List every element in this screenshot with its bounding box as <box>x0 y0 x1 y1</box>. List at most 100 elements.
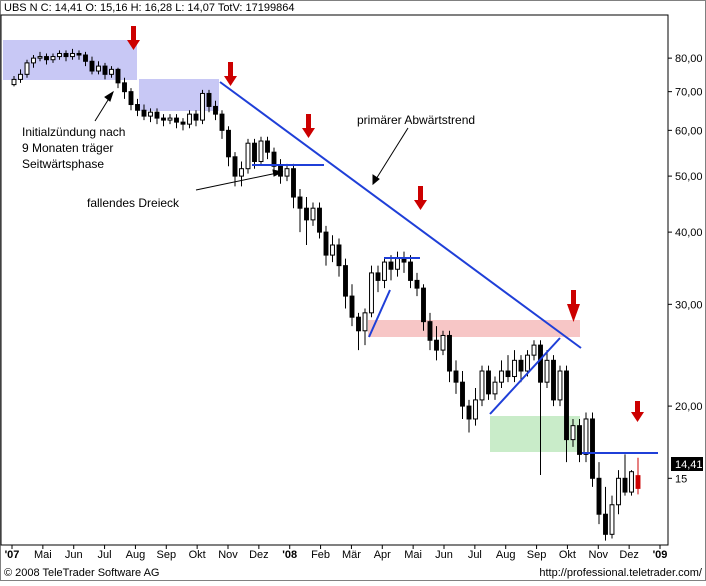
candle-up <box>11 78 17 86</box>
y-tick-label: 40,00 <box>675 227 703 239</box>
candle-down <box>213 105 218 115</box>
candle-down <box>460 381 465 407</box>
candle-down <box>102 65 108 75</box>
candle-up <box>50 56 56 61</box>
x-tick-label: Apr <box>374 549 391 561</box>
candle-down <box>466 405 472 420</box>
red-arrows <box>127 26 644 422</box>
candle-down <box>427 321 433 341</box>
x-tick-label: Aug <box>496 549 516 561</box>
candle-down <box>356 316 361 332</box>
candle-up <box>200 92 205 121</box>
candle-down <box>135 104 140 111</box>
candle-down <box>577 425 582 455</box>
candle-up <box>557 370 563 401</box>
x-axis: '07 Mai Jun Jul Aug Sep Okt Nov Dez '08 Feb Mär Apr M… <box>5 545 668 561</box>
x-tick-label: '09 <box>653 549 668 561</box>
candle-up <box>499 370 504 383</box>
candle-up <box>362 312 368 332</box>
candle-down <box>564 370 569 441</box>
candle-up <box>18 73 23 80</box>
candle-up <box>479 370 485 401</box>
candle-up <box>473 399 478 420</box>
candle-down <box>388 261 394 270</box>
candle-up <box>531 344 537 356</box>
candle-down <box>486 370 491 395</box>
candle-down <box>219 113 225 131</box>
x-tick-label: Jun <box>435 549 453 561</box>
candle-up <box>187 113 192 125</box>
annotation-triangle: fallendes Dreieck <box>87 196 180 210</box>
candle-up <box>24 62 30 75</box>
candles-group <box>11 48 641 541</box>
candle-up <box>245 142 251 170</box>
candle-down <box>83 54 88 62</box>
y-axis: 80,00 70,00 60,00 50,00 40,00 30,00 20,00 15 <box>668 53 703 485</box>
candle-down <box>122 82 127 93</box>
candle-up <box>512 359 517 378</box>
red-arrow-icon <box>631 401 644 422</box>
x-tick-label: Jul <box>98 549 112 561</box>
x-tick-label: Okt <box>189 549 206 561</box>
candle-down <box>414 279 420 289</box>
candle-down <box>635 475 641 489</box>
primary-downtrend-line <box>219 81 582 349</box>
candle-down <box>505 370 511 378</box>
candle-down <box>590 418 595 479</box>
candle-down <box>141 109 147 117</box>
candle-up <box>616 477 621 506</box>
candle-down <box>180 121 186 125</box>
last-price-label: 14,41 <box>675 459 703 471</box>
red-arrow-icon <box>127 26 140 50</box>
candle-up <box>382 261 387 281</box>
candle-up <box>148 111 153 117</box>
candle-up <box>109 68 114 75</box>
annotation-initial-1: Initialzündung nach <box>22 125 125 139</box>
candle-up <box>440 334 446 351</box>
rising-channel-line <box>489 337 561 415</box>
candle-down <box>596 477 602 515</box>
candle-down <box>323 231 329 256</box>
candle-up <box>258 140 264 162</box>
candle-up <box>37 56 43 59</box>
candle-up <box>570 425 576 441</box>
candle-down <box>434 339 439 351</box>
candle-down <box>115 68 121 84</box>
candle-down <box>453 370 459 383</box>
x-tick-label: Dez <box>249 549 269 561</box>
candle-up <box>330 244 335 256</box>
pointer-head <box>104 90 114 102</box>
candle-up <box>96 65 101 72</box>
x-tick-label: Okt <box>559 549 576 561</box>
triangle-rise-line <box>368 289 391 338</box>
candle-up <box>525 354 530 372</box>
pointer-triangle <box>195 171 283 191</box>
x-tick-label: Jul <box>468 549 482 561</box>
candle-down <box>336 244 342 267</box>
candle-down <box>538 344 543 383</box>
plot-area <box>0 14 669 546</box>
candle-down <box>174 117 179 123</box>
red-arrow-icon <box>414 186 427 210</box>
candle-down <box>518 359 524 372</box>
candle-down <box>421 287 426 323</box>
x-tick-label: Sep <box>527 549 547 561</box>
candle-down <box>154 111 160 119</box>
x-tick-label: Nov <box>218 549 238 561</box>
x-tick-label: '07 <box>5 549 20 561</box>
candle-up <box>395 258 400 270</box>
y-tick-label: 15 <box>675 473 687 485</box>
pointer-head <box>272 169 284 177</box>
annotation-initial-3: Seitwärtsphase <box>22 157 104 171</box>
pointer-head <box>372 174 380 186</box>
red-box-resistance <box>368 320 580 337</box>
candle-down <box>232 156 238 177</box>
blue-box-initial <box>139 79 219 111</box>
annotation-initial-2: 9 Monaten träger <box>22 141 113 155</box>
candle-down <box>89 60 95 72</box>
candle-down <box>265 140 270 153</box>
candle-down <box>375 272 381 281</box>
candle-down <box>161 117 166 121</box>
